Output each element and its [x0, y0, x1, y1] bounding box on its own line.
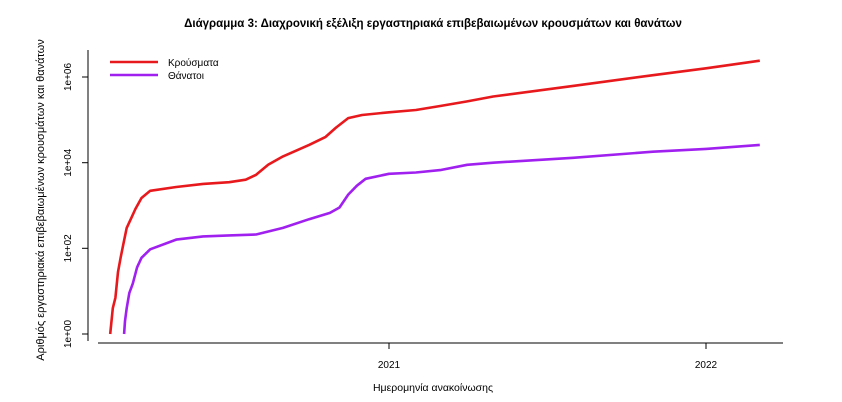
- chart-title: Διάγραμμα 3: Διαχρονική εξέλιξη εργαστηρ…: [184, 18, 682, 30]
- x-axis-ticks: 2021 2022: [378, 343, 718, 371]
- cases-line: [108, 59, 760, 335]
- y-tick-label-1: 1e+02: [63, 234, 74, 263]
- x-tick-label-1: 2022: [695, 360, 718, 371]
- legend-label-cases: Κρούσματα: [168, 57, 219, 69]
- y-tick-label-2: 1e+04: [63, 148, 74, 177]
- x-axis-title: Ημερομηνία ανακοίνωσης: [373, 382, 493, 394]
- legend-label-deaths: Θάνατοι: [168, 70, 204, 82]
- x-tick-label-0: 2021: [378, 360, 401, 371]
- deaths-line: [122, 143, 760, 335]
- plot-area: [108, 59, 760, 335]
- y-axis-ticks: 1e+00 1e+02 1e+04 1e+06: [63, 63, 88, 349]
- y-axis-title: Αριθμός εργαστηριακά επιβεβαιωμένων κρου…: [35, 39, 47, 361]
- legend: Κρούσματα Θάνατοι: [110, 57, 219, 82]
- x-axis: 2021 2022: [98, 342, 783, 371]
- y-tick-label-0: 1e+00: [63, 320, 74, 349]
- y-axis: 1e+00 1e+02 1e+04 1e+06: [63, 50, 89, 349]
- y-tick-label-3: 1e+06: [63, 63, 74, 92]
